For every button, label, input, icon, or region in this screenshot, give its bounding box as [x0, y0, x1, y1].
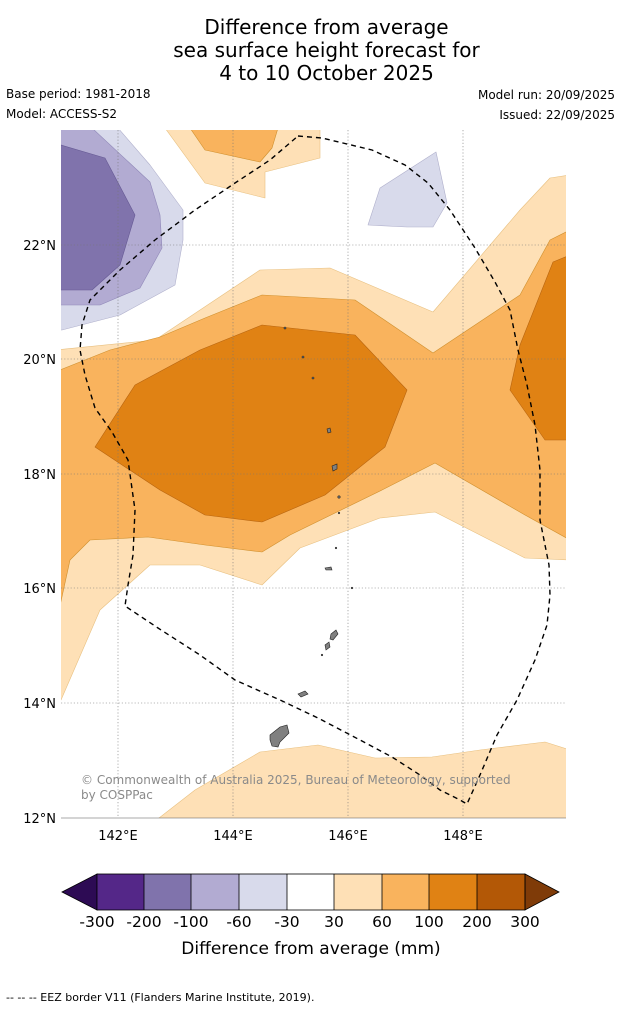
island-small-2 — [311, 376, 315, 380]
island-small-3 — [301, 355, 305, 359]
colorbar-swatch-4 — [239, 874, 287, 910]
title-line-1: Difference from average — [204, 15, 449, 39]
colorbar-tick-7: 100 — [414, 913, 444, 931]
island-small-1 — [337, 495, 341, 499]
gridlines — [61, 130, 566, 818]
colorbar-tick-2: -100 — [173, 913, 208, 931]
lat-label-12: 12°N — [23, 812, 56, 827]
colorbar-tick-9: 300 — [510, 913, 540, 931]
lat-label-22: 22°N — [23, 239, 56, 254]
colorbar-swatch-9 — [477, 874, 525, 910]
island-agrihan — [326, 427, 332, 434]
island-small-8 — [320, 653, 324, 657]
lat-label-14: 14°N — [23, 697, 56, 712]
colorbar-swatch-below-min — [61, 873, 98, 911]
colorbar-swatch-8 — [429, 874, 477, 910]
island-pagan — [331, 463, 338, 472]
issued-date: Issued: 22/09/2025 — [499, 108, 615, 122]
lon-label-148: 148°E — [443, 829, 483, 844]
island-guam — [269, 724, 290, 748]
credit-line-2: by COSPPac — [81, 788, 153, 802]
title-line-2: sea surface height forecast for — [173, 38, 480, 62]
island-rota — [297, 690, 309, 698]
colorbar-swatch-above-max — [524, 873, 560, 911]
lon-label-142: 142°E — [98, 829, 138, 844]
chart-title: Difference from average sea surface heig… — [0, 16, 621, 85]
island-small-4 — [283, 326, 287, 330]
eez-border — [79, 135, 551, 805]
colorbar-outline — [96, 873, 526, 911]
colorbar-title: Difference from average (mm) — [181, 939, 440, 959]
lat-label-16: 16°N — [23, 582, 56, 597]
credit-line-1: © Commonwealth of Australia 2025, Bureau… — [81, 773, 511, 787]
title-line-3: 4 to 10 October 2025 — [219, 61, 434, 85]
colorbar-swatch-3 — [191, 874, 239, 910]
base-period: Base period: 1981-2018 — [6, 87, 151, 101]
contour-100-200-east — [509, 256, 566, 441]
colorbar-tick-8: 200 — [462, 913, 492, 931]
sea-height-map: 22°N 20°N 18°N 16°N 14°N 12°N 142°E 144°… — [23, 130, 566, 844]
lon-label-144: 144°E — [213, 829, 253, 844]
island-tinian — [324, 641, 331, 651]
colorbar-swatch-5 — [287, 874, 334, 910]
island-small-7 — [337, 511, 341, 515]
colorbar-tick-6: 60 — [372, 913, 392, 931]
contour-neg100-neg200 — [61, 144, 136, 291]
contour-neg30-neg60-east — [367, 151, 448, 228]
eez-legend: -- -- -- EEZ border V11 (Flanders Marine… — [6, 991, 315, 1004]
colorbar-tick-0: -300 — [79, 913, 114, 931]
lon-label-146: 146°E — [328, 829, 368, 844]
islands — [269, 326, 354, 748]
colorbar-swatch-7 — [382, 874, 429, 910]
model-run: Model run: 20/09/2025 — [477, 88, 615, 102]
colorbar-swatch-2 — [144, 874, 191, 910]
colorbar-tick-1: -200 — [126, 913, 161, 931]
colorbar-tick-4: -30 — [274, 913, 299, 931]
colorbar-tick-5: 30 — [324, 913, 344, 931]
lat-label-18: 18°N — [23, 468, 56, 483]
contour-30-60-south — [158, 741, 566, 818]
island-small-5 — [334, 546, 338, 550]
colorbar-swatch-1 — [97, 874, 144, 910]
island-saipan — [329, 629, 339, 641]
model-name: Model: ACCESS-S2 — [6, 107, 118, 121]
colorbar-swatch-6 — [334, 874, 382, 910]
contour-60-100-north — [191, 130, 278, 163]
island-small-6 — [350, 586, 354, 590]
contour-100-200-west — [94, 324, 408, 523]
island-anatahan — [324, 566, 333, 571]
colorbar: -300 -200 -100 -60 -30 30 60 100 200 300… — [61, 873, 560, 959]
colorbar-tick-3: -60 — [226, 913, 251, 931]
lat-label-20: 20°N — [23, 353, 56, 368]
